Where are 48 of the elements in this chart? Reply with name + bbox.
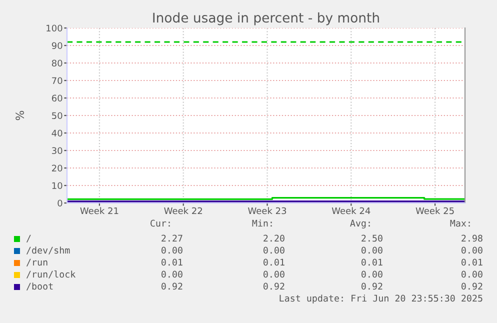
text: 0.92	[362, 282, 382, 290]
legend-label: /run/lock	[26, 270, 76, 278]
text: 0.92	[462, 282, 482, 290]
text: 0.01	[264, 258, 284, 266]
y-tick-label: 10	[52, 182, 62, 190]
y-tick-label: 90	[52, 42, 62, 50]
y-tick-label: 70	[52, 77, 62, 84]
text: 0.00	[264, 270, 284, 278]
x-tick-label: Week 21	[80, 207, 118, 214]
text: 0.00	[462, 246, 482, 254]
text: 0.92	[264, 282, 284, 290]
text: 0.00	[162, 270, 182, 278]
chart-title: Inode usage in percent - by month	[153, 12, 379, 26]
text: 0.00	[462, 270, 482, 278]
text: 0.00	[264, 246, 284, 254]
y-tick-label: 50	[52, 112, 62, 120]
x-tick-label: Week 24	[332, 207, 370, 214]
x-tick-label: Week 22	[164, 207, 202, 214]
text: 0.92	[162, 282, 182, 290]
x-tick-label: Week 25	[416, 207, 454, 214]
text: 0.00	[362, 246, 382, 254]
text: 0.01	[162, 258, 182, 266]
y-tick-label: 60	[52, 94, 62, 102]
text: Avg:	[350, 220, 370, 228]
y-tick-label: 0	[58, 200, 62, 207]
y-tick-label: 80	[52, 60, 62, 67]
y-axis-title: %	[16, 110, 24, 120]
y-tick-label: 20	[52, 164, 62, 172]
text: 2.20	[264, 234, 284, 242]
text: 2.50	[362, 234, 382, 242]
legend-label: /	[26, 234, 31, 242]
legend-label: /dev/shm	[26, 246, 70, 254]
x-tick-label: Week 23	[248, 207, 286, 214]
text: Min:	[252, 220, 272, 227]
text: 2.98	[462, 234, 482, 242]
text: 0.01	[462, 258, 482, 266]
text: Max:	[450, 220, 470, 227]
text: Cur:	[150, 220, 170, 227]
text: 0.01	[362, 258, 382, 266]
y-tick-label: 30	[52, 147, 62, 154]
text: 0.00	[362, 270, 382, 278]
legend-label: /run	[26, 258, 48, 266]
y-tick-label: 40	[52, 130, 62, 137]
text: 2.27	[162, 234, 182, 242]
legend-label: /boot	[26, 282, 53, 290]
text: Last update: Fri Jun 20 23:55:30 2025	[280, 294, 482, 304]
text: 0.00	[162, 246, 182, 254]
y-tick-label: 100	[46, 24, 62, 32]
